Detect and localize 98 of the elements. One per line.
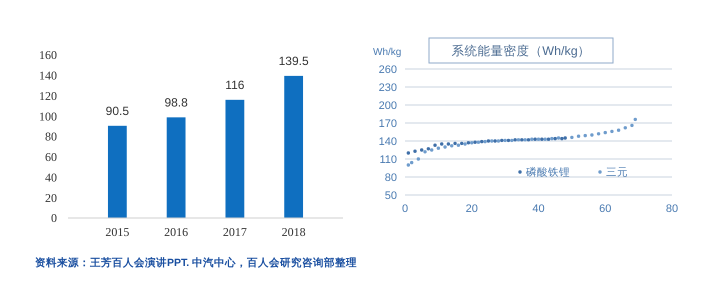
y-tick-label: 40 (45, 170, 57, 184)
point (513, 138, 517, 142)
point (536, 138, 540, 141)
data-label: 139.5 (278, 54, 309, 68)
point (550, 136, 554, 140)
bar (166, 117, 186, 218)
point (416, 157, 420, 161)
point (476, 140, 480, 144)
chart-title: 系统能量密度（Wh/kg） (451, 43, 591, 58)
y-axis-title: Wh/kg (373, 47, 402, 58)
point (446, 142, 450, 146)
point (530, 138, 534, 141)
x-tick-label: 0 (402, 203, 408, 215)
y-tick-label: 170 (378, 118, 397, 130)
point (500, 138, 504, 142)
point (624, 126, 627, 130)
point (503, 138, 507, 142)
point (616, 128, 620, 132)
point (596, 132, 600, 136)
point (533, 138, 537, 141)
point (630, 124, 634, 128)
legend-label: 三元 (606, 166, 628, 179)
y-tick-label: 230 (378, 82, 397, 94)
point (493, 139, 497, 143)
y-tick-label: 120 (39, 88, 57, 103)
y-tick-label: 140 (39, 68, 57, 83)
point (420, 148, 424, 152)
x-tick-label: 60 (599, 203, 612, 215)
y-tick-label: 140 (378, 136, 397, 148)
point (576, 134, 580, 138)
bar (284, 76, 304, 218)
y-tick-label: 100 (39, 109, 57, 124)
point (634, 118, 637, 122)
point (546, 138, 550, 141)
y-tick-label: 60 (45, 150, 57, 164)
point (564, 136, 567, 140)
x-tick-label: 80 (666, 203, 678, 215)
point (490, 139, 494, 143)
point (480, 140, 484, 144)
data-label: 90.5 (106, 104, 130, 118)
point (526, 138, 530, 142)
x-tick-label: 40 (532, 203, 545, 215)
point (430, 148, 434, 152)
point (483, 140, 487, 144)
point (543, 138, 547, 141)
point (413, 150, 417, 153)
point (426, 147, 430, 150)
x-tick-label: 20 (466, 203, 478, 215)
point (473, 140, 477, 144)
point (406, 151, 410, 155)
point (470, 141, 474, 144)
y-tick-label: 200 (378, 100, 397, 112)
point (553, 136, 557, 140)
y-tick-label: 160 (39, 48, 57, 62)
y-tick-label: 80 (384, 172, 397, 184)
bar (108, 126, 127, 218)
y-tick-label: 20 (45, 190, 57, 205)
x-tick-label: 2017 (222, 225, 247, 239)
point (410, 160, 414, 164)
point (516, 138, 520, 142)
point (460, 142, 464, 146)
point (590, 133, 594, 137)
point (520, 138, 524, 142)
point (584, 134, 587, 138)
data-label: 98.8 (164, 95, 188, 110)
data-label: 116 (225, 78, 245, 92)
point (570, 136, 574, 140)
bar (225, 100, 244, 218)
point (540, 138, 544, 141)
point (433, 144, 437, 147)
point (610, 130, 614, 134)
point (560, 136, 564, 140)
point (486, 139, 490, 143)
point (450, 144, 454, 148)
point (443, 145, 447, 149)
point (436, 146, 440, 150)
legend-label: 磷酸铁锂 (525, 166, 570, 179)
text: 资料来源：王芳百人会演讲PPT. 中汽中心，百人会研究咨询部整理 (35, 256, 358, 269)
point (456, 144, 460, 147)
point (453, 142, 457, 146)
point (510, 138, 514, 142)
point (406, 163, 410, 167)
point (423, 150, 427, 154)
y-tick-label: 260 (378, 64, 397, 76)
point (440, 142, 444, 146)
x-tick-label: 2018 (282, 225, 306, 239)
x-tick-label: 2015 (105, 225, 130, 239)
x-tick-label: 2016 (164, 225, 188, 239)
y-tick-label: 80 (45, 130, 57, 144)
point (496, 139, 500, 143)
point (506, 138, 510, 142)
point (556, 136, 560, 140)
point (463, 142, 467, 146)
y-tick-label: 50 (384, 190, 397, 202)
y-tick-label: 110 (379, 154, 397, 166)
point (466, 141, 470, 144)
point (523, 138, 527, 142)
point (604, 130, 607, 134)
